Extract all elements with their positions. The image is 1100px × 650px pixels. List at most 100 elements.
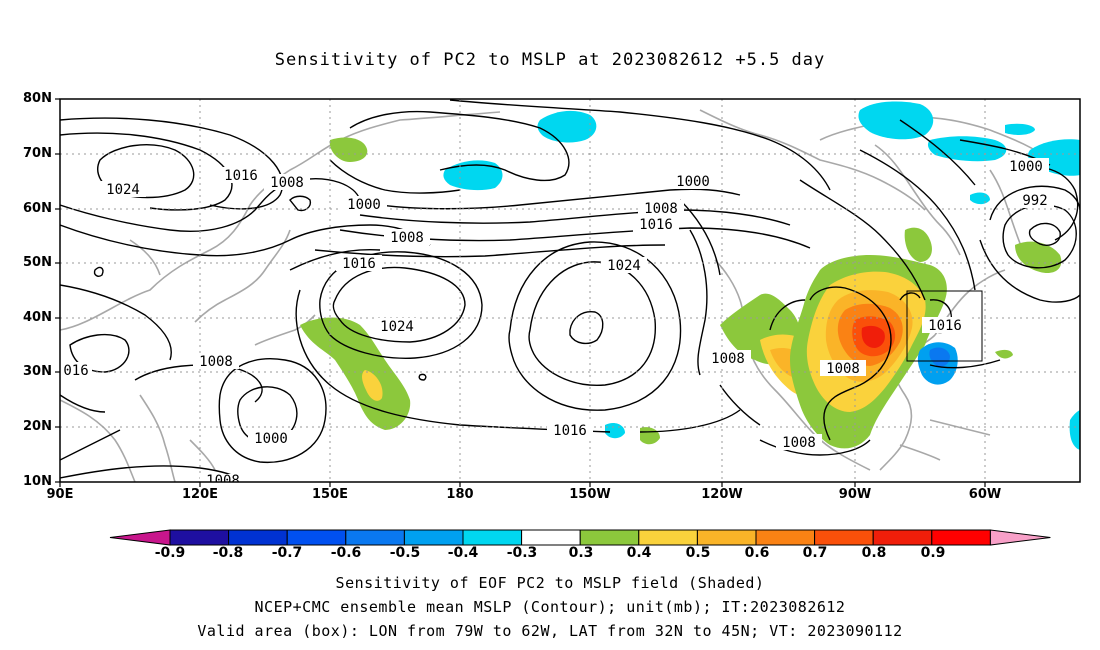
colorbar-tick-label: -0.8: [212, 545, 244, 561]
svg-text:1000: 1000: [676, 174, 710, 190]
contour-label: 1024: [100, 181, 146, 198]
contour-label: 1000: [248, 430, 294, 447]
valid-area-box: [906, 290, 983, 362]
svg-text:1008: 1008: [390, 230, 424, 246]
lat-lon-grid: [60, 99, 1080, 482]
lat-label: 20N: [23, 419, 52, 434]
caption-shading: Sensitivity of EOF PC2 to MSLP field (Sh…: [335, 574, 765, 592]
contour-label: 1008: [264, 174, 310, 191]
caption-contour: NCEP+CMC ensemble mean MSLP (Contour); u…: [254, 598, 846, 616]
lon-label: 90E: [46, 487, 74, 502]
svg-text:1000: 1000: [1009, 159, 1043, 175]
contour-label: 1008: [705, 350, 751, 367]
contour-label: 016: [60, 362, 92, 379]
colorbar-low-arrow: [109, 529, 171, 546]
colorbar-segment: [931, 529, 991, 546]
lon-label: 90W: [838, 487, 872, 502]
map-title: Sensitivity of PC2 to MSLP at 2023082612…: [274, 50, 826, 70]
colorbar-tick-label: -0.6: [330, 545, 362, 561]
contour-label: 992: [1016, 192, 1054, 209]
mslp-contours: [60, 99, 1080, 482]
colorbar-tick-label: 0.4: [626, 545, 652, 561]
contour-label: 1008: [638, 200, 684, 217]
colorbar-tick-label: 0.7: [802, 545, 828, 561]
contour-label: 1008: [193, 353, 239, 370]
colorbar-tick-label: -0.7: [271, 545, 303, 561]
contour-label: 1000: [1003, 158, 1049, 175]
lon-label: 150W: [569, 487, 611, 502]
svg-text:1008: 1008: [270, 175, 304, 191]
svg-text:992: 992: [1022, 193, 1047, 209]
colorbar-segment: [169, 529, 230, 546]
svg-text:1016: 1016: [553, 423, 587, 439]
contour-label: 1016: [336, 255, 382, 272]
colorbar-high-arrow: [989, 529, 1051, 546]
colorbar-segment: [462, 529, 523, 546]
lat-label: 40N: [23, 310, 52, 325]
contour-label: 1016: [922, 317, 968, 334]
contour-label-group: 1024 1016 1008 1000 1008 1016 1000 1008 …: [60, 158, 1054, 489]
svg-text:1024: 1024: [380, 319, 414, 335]
colorbar-segment: [579, 529, 640, 546]
lat-label: 60N: [23, 201, 52, 216]
contour-label: 1008: [384, 229, 430, 246]
colorbar-segment: [696, 529, 757, 546]
contour-label: 1024: [374, 318, 420, 335]
svg-text:1008: 1008: [826, 361, 860, 377]
svg-text:1024: 1024: [607, 258, 641, 274]
svg-text:1008: 1008: [711, 351, 745, 367]
sensitivity-shading: [300, 101, 1080, 450]
contour-label: 1008: [820, 360, 866, 377]
contour-label: 1008: [776, 434, 822, 451]
svg-text:1008: 1008: [782, 435, 816, 451]
colorbar-tick-label: -0.3: [506, 545, 538, 561]
svg-text:1016: 1016: [928, 318, 962, 334]
contour-label: 1016: [547, 422, 593, 439]
contour-label: 1008: [200, 473, 246, 489]
lon-label: 150E: [311, 487, 349, 502]
colorbar-segment: [345, 529, 405, 546]
svg-text:1024: 1024: [106, 182, 140, 198]
caption-valid-area: Valid area (box): LON from 79W to 62W, L…: [197, 622, 903, 640]
svg-text:1000: 1000: [347, 197, 381, 213]
svg-text:1016: 1016: [639, 217, 673, 233]
colorbar-segment: [755, 529, 816, 546]
colorbar-segment: [403, 529, 464, 546]
colorbar-segment: [814, 529, 874, 546]
colorbar-tick-label: -0.4: [447, 545, 479, 561]
lon-label: 180: [446, 487, 474, 502]
svg-text:1016: 1016: [224, 168, 258, 184]
colorbar-tick-label: -0.9: [154, 545, 186, 561]
lat-label: 80N: [23, 91, 52, 106]
lon-label: 60W: [968, 487, 1002, 502]
contour-label: 1024: [601, 257, 647, 274]
axis-ticks: [55, 98, 986, 487]
map-frame: [59, 98, 1081, 483]
colorbar-segment: [638, 529, 698, 546]
colorbar-tick-label: 0.5: [685, 545, 711, 561]
colorbar-tick-label: -0.5: [389, 545, 421, 561]
lat-label: 30N: [23, 364, 52, 379]
contour-label: 1000: [670, 173, 716, 190]
lat-label: 70N: [23, 146, 52, 161]
lon-label: 120W: [701, 487, 743, 502]
colorbar-segment: [228, 529, 288, 546]
contour-label: 1016: [218, 167, 264, 184]
lon-label: 120E: [181, 487, 219, 502]
contour-label: 1000: [341, 196, 387, 213]
contour-label: 1016: [633, 216, 679, 233]
lat-label: 10N: [23, 474, 52, 489]
colorbar-tick-label: 0.8: [861, 545, 887, 561]
colorbar-segment: [521, 529, 581, 546]
svg-text:1000: 1000: [254, 431, 288, 447]
svg-text:1008: 1008: [199, 354, 233, 370]
colorbar-segment: [286, 529, 347, 546]
colorbar-tick-label: 0.6: [744, 545, 770, 561]
colorbar-segment: [872, 529, 933, 546]
colorbar-tick-label: 0.9: [920, 545, 946, 561]
svg-text:1008: 1008: [644, 201, 678, 217]
svg-text:1008: 1008: [206, 473, 240, 489]
colorbar: [109, 529, 1051, 546]
svg-text:1016: 1016: [342, 256, 376, 272]
